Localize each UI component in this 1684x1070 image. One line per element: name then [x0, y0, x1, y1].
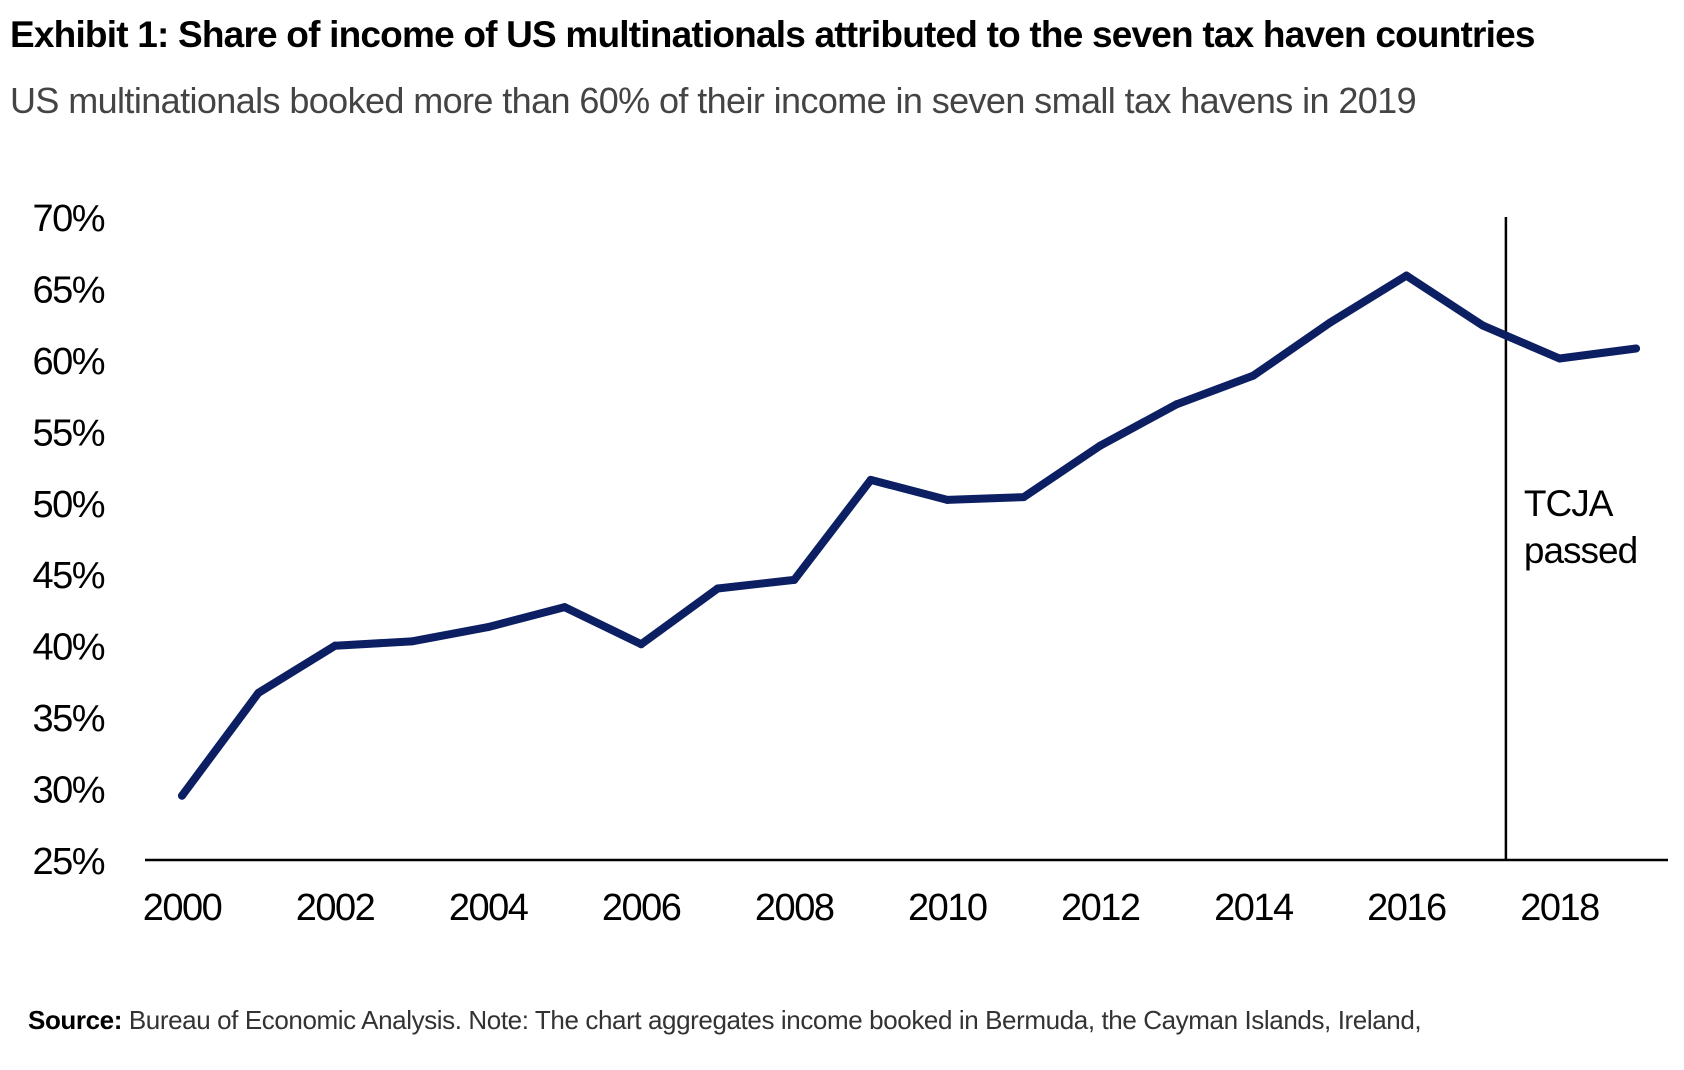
y-tick-label: 30%: [32, 770, 104, 812]
source-text: Bureau of Economic Analysis. Note: The c…: [128, 1005, 1422, 1035]
y-tick-label: 50%: [32, 484, 104, 526]
x-tick-label: 2014: [1214, 887, 1294, 929]
y-tick-label: 70%: [32, 198, 104, 240]
source-note: Source: Bureau of Economic Analysis. Not…: [28, 1005, 1422, 1036]
y-tick-label: 60%: [32, 341, 104, 383]
data-point: [637, 640, 646, 649]
y-tick-label: 35%: [32, 698, 104, 740]
data-point: [1096, 441, 1105, 450]
series-line: [178, 271, 1640, 800]
y-tick-label: 40%: [32, 627, 104, 669]
x-tick-label: 2008: [755, 887, 834, 929]
line-chart: 70%65%60%55%50%45%40%35%30%25% 2000 2002 2…: [32, 198, 1668, 929]
x-tick-label: 2004: [449, 887, 529, 929]
tcja-annotation-label: passed: [1524, 530, 1637, 571]
x-axis-tick-labels: 2000 2002 2004 2006 2008 2010 2012 2014 2016 2018: [143, 887, 1601, 929]
y-tick-label: 45%: [32, 555, 104, 597]
chart-title: Exhibit 1: Share of income of US multina…: [10, 14, 1535, 55]
y-tick-label: 25%: [32, 841, 104, 883]
data-point: [1402, 271, 1411, 280]
x-tick-label: 2016: [1367, 887, 1446, 929]
data-point: [1172, 400, 1181, 409]
data-point: [713, 584, 722, 593]
data-point: [1019, 493, 1028, 502]
data-point: [1632, 344, 1640, 353]
data-point: [178, 791, 186, 800]
y-axis-tick-labels: 70% 65% 60% 55% 50% 45% 40% 35% 30% 25%: [32, 198, 106, 883]
data-point: [560, 603, 569, 612]
data-point: [407, 637, 416, 646]
source-label: Source:: [28, 1005, 123, 1035]
chart-subtitle: US multinationals booked more than 60% o…: [10, 80, 1417, 121]
x-tick-label: 2012: [1061, 887, 1140, 929]
data-point: [1249, 371, 1258, 380]
x-tick-label: 2018: [1520, 887, 1599, 929]
x-tick-label: 2006: [602, 887, 681, 929]
x-tick-label: 2010: [908, 887, 987, 929]
x-tick-label: 2000: [143, 887, 222, 929]
tcja-annotation-label: TCJA: [1524, 483, 1614, 524]
data-point: [866, 475, 875, 484]
data-point: [254, 688, 263, 697]
y-tick-label: 65%: [32, 269, 104, 311]
data-point: [943, 495, 952, 504]
data-point: [331, 641, 340, 650]
data-point: [484, 623, 493, 632]
data-point: [1478, 321, 1487, 330]
data-point: [1555, 354, 1564, 363]
data-point: [790, 575, 799, 584]
data-point: [1325, 318, 1334, 327]
series-points: [178, 271, 1640, 800]
y-tick-label: 55%: [32, 412, 104, 454]
x-tick-label: 2002: [296, 887, 375, 929]
